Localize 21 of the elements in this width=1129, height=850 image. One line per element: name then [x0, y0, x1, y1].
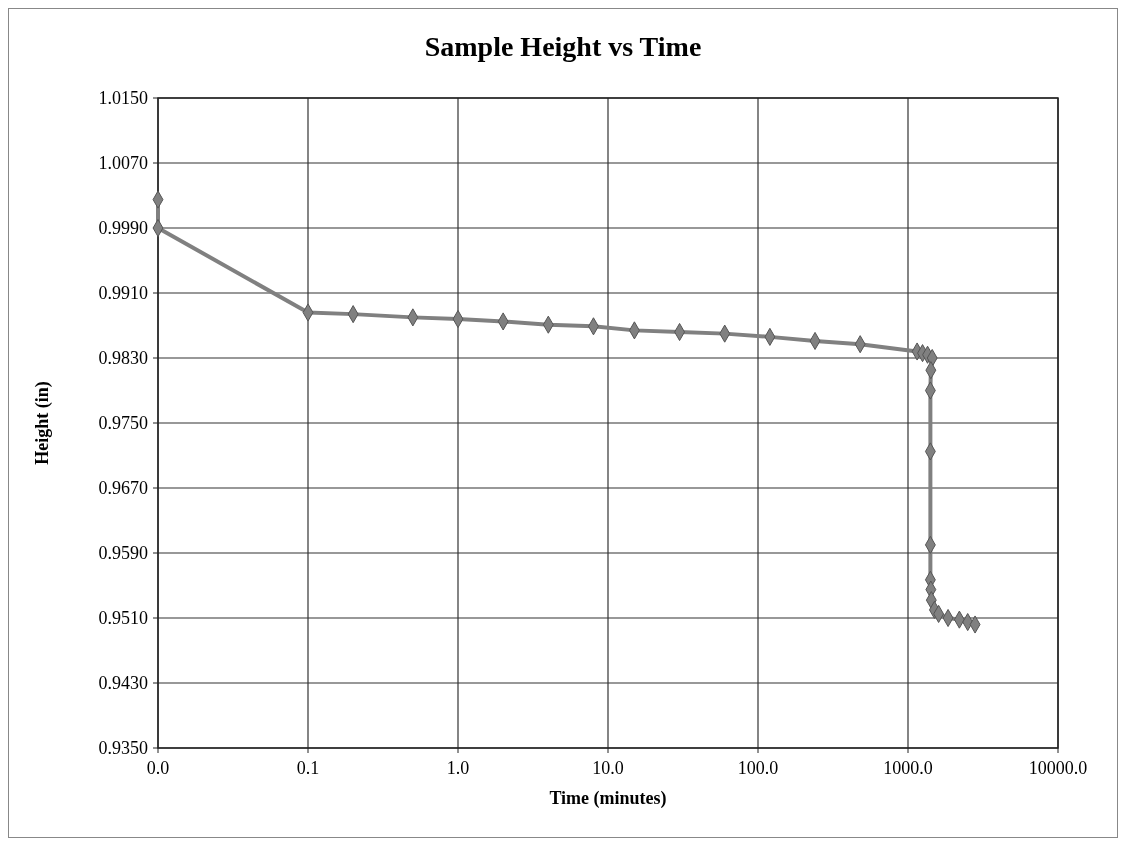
y-axis-title: Height (in) — [32, 381, 53, 465]
x-tick-label: 0.1 — [296, 758, 320, 778]
chart-title: Sample Height vs Time — [424, 31, 702, 62]
x-tick-label: 1.0 — [446, 758, 470, 778]
y-tick-label: 0.9830 — [98, 348, 148, 368]
y-tick-label: 0.9990 — [98, 218, 148, 238]
y-tick-label: 0.9510 — [98, 608, 148, 628]
x-tick-label: 10000.0 — [1028, 758, 1088, 778]
x-tick-label: 1000.0 — [883, 758, 933, 778]
y-tick-label: 1.0150 — [98, 88, 148, 108]
y-tick-label: 0.9750 — [98, 413, 148, 433]
y-tick-label: 0.9350 — [98, 738, 148, 758]
x-tick-label: 100.0 — [737, 758, 779, 778]
y-tick-label: 0.9430 — [98, 673, 148, 693]
x-axis-title: Time (minutes) — [549, 788, 667, 809]
y-tick-label: 0.9670 — [98, 478, 148, 498]
x-tick-label: 10.0 — [592, 758, 624, 778]
y-tick-label: 1.0070 — [98, 153, 148, 173]
x-tick-label: 0.0 — [146, 758, 170, 778]
y-tick-label: 0.9590 — [98, 543, 148, 563]
y-tick-label: 0.9910 — [98, 283, 148, 303]
